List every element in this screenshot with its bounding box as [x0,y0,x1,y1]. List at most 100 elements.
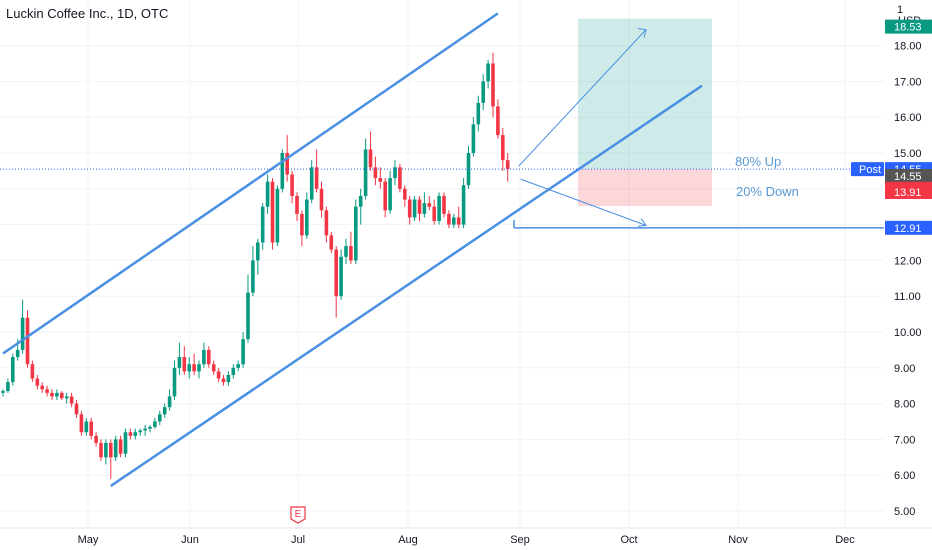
upside-arrowhead [637,28,647,38]
candle-body [329,235,334,250]
candle-body [172,367,177,397]
stop-zone [578,169,712,207]
candle-body [241,339,245,365]
y-tick-label: 12.00 [894,255,922,267]
y-tick-label: 9.00 [894,363,915,375]
channel-upper-line [2,12,499,355]
candle-body [211,364,216,372]
candle-body [177,357,182,368]
candle-body [99,442,103,458]
candle-body [373,167,378,179]
x-tick-label: Dec [835,534,855,546]
candle-body [45,389,49,393]
candle-body [187,364,191,372]
y-tick-label: 10.00 [894,327,922,339]
candle-body [55,392,59,397]
earnings-marker-label: E [295,509,302,520]
candle-body [231,367,236,375]
candle-body [158,414,162,422]
candles [1,52,510,479]
candle-body [138,430,142,433]
price-badge-text: 12.91 [894,223,922,235]
downside-label: 20% Down [736,184,799,199]
candle-body [104,442,108,458]
x-tick-label: Jun [181,534,199,546]
candle-body [260,206,265,243]
candle-body [60,392,64,399]
candle-body [319,188,324,211]
time-axis[interactable]: May Jun Jul Aug Sep Oct Nov Dec E [0,506,932,546]
candle-body [15,349,20,358]
y-tick-label: 7.00 [894,434,915,446]
candle-body [113,439,118,458]
candle-body [64,396,69,399]
candle-body [167,396,172,408]
candle-body [295,195,299,214]
candle-body [270,181,275,243]
post-label-text: Post [859,164,881,176]
grid [0,0,884,528]
y-tick-label: 5.00 [894,506,915,518]
candle-body [505,160,510,170]
price-badge-text: 13.91 [894,187,922,199]
candle-body [476,102,481,125]
candle-body [109,442,113,458]
candle-body [143,428,147,431]
x-tick-label: Jul [291,534,305,546]
price-badge [885,220,932,235]
candle-body [324,210,329,236]
candle-body [461,185,466,225]
candle-body [452,217,456,225]
candle-body [162,407,167,415]
risk-reward-zones [578,18,712,207]
candle-body [314,167,319,189]
candle-body [182,357,187,372]
candle-body [398,167,402,189]
candle-body [422,203,427,214]
candle-body [378,178,383,182]
candle-body [442,195,446,214]
x-tick-label: Oct [620,534,637,546]
candle-body [309,167,314,200]
candle-body [275,188,280,243]
candle-body [501,135,505,161]
candle-body [481,81,485,103]
candle-body [79,414,84,433]
candle-body [202,349,206,365]
price-badge-text: 14.55 [894,171,922,183]
y-tick-label: 8.00 [894,399,915,411]
y-tick-label: 17.00 [894,76,922,88]
candle-body [456,217,461,225]
candle-body [118,439,123,454]
candle-body [1,391,5,393]
candle-body [407,199,412,218]
candle-body [285,153,289,175]
candle-body [40,385,44,390]
candle-body [251,260,255,293]
drawings: 80% Up 20% Down [0,12,884,487]
post-label-badge [851,162,884,177]
earnings-marker [290,506,306,524]
candle-body [123,432,128,454]
candle-body [216,371,221,379]
candle-body [403,188,407,200]
x-tick-label: Aug [398,534,418,546]
candle-body [393,167,397,179]
price-axis[interactable]: 5.006.007.008.009.0010.0011.0012.0013.00… [894,41,922,518]
upside-arrow [518,29,647,167]
upside-label: 80% Up [735,154,781,169]
candle-body [221,378,226,383]
downside-arrowhead [637,218,647,227]
candle-body [197,364,201,372]
candle-body [89,421,93,436]
candle-body [236,364,240,368]
x-tick-label: Sep [510,534,530,546]
candle-body [417,199,422,214]
candle-body [368,149,373,168]
candle-body [358,195,363,207]
candle-body [84,421,89,433]
candle-body [50,392,54,397]
axis-top-tick: 1 [897,4,903,16]
